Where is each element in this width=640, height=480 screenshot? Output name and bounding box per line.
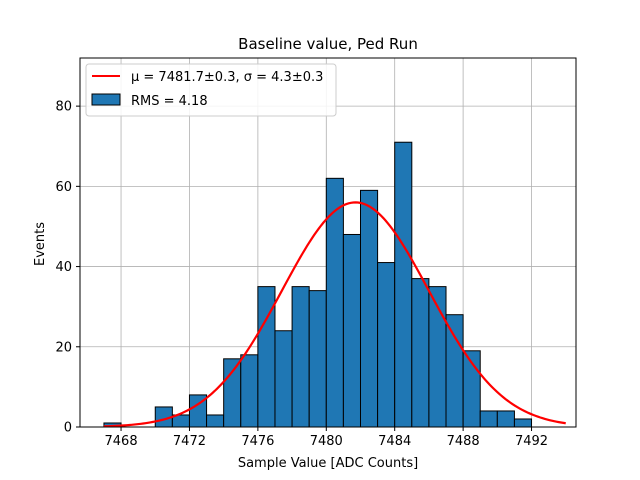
histogram-bar — [342, 233, 361, 428]
x-tick-label: 7476 — [241, 434, 274, 449]
x-tick-label: 7468 — [105, 434, 138, 449]
y-tick-label: 20 — [55, 340, 72, 355]
x-tick-label: 7488 — [447, 434, 480, 449]
histogram-bar — [240, 354, 259, 428]
x-axis-label: Sample Value [ADC Counts] — [238, 456, 418, 471]
histogram-bar — [394, 141, 413, 428]
histogram-bar — [496, 410, 515, 428]
axes-frame — [79, 57, 577, 428]
histogram-bar — [308, 290, 327, 428]
histogram-bar — [411, 278, 430, 428]
x-tick-label: 7472 — [173, 434, 206, 449]
histogram-bar — [223, 358, 242, 428]
y-axis-label: Events — [33, 222, 48, 266]
histogram-bar — [274, 330, 293, 428]
legend-box — [85, 63, 337, 117]
legend-fit-label: μ = 7481.7±0.3, σ = 4.3±0.3 — [131, 70, 323, 85]
y-tick-label: 40 — [55, 260, 72, 275]
histogram-bar — [513, 418, 533, 428]
y-tick-label: 60 — [55, 180, 72, 195]
gaussian-fit — [103, 201, 566, 428]
y-tick-label: 80 — [55, 100, 72, 115]
legend-bar-patch-icon — [91, 93, 121, 106]
histogram-bar — [359, 189, 379, 428]
y-tick-label: 0 — [64, 421, 72, 436]
x-tick-label: 7484 — [378, 434, 411, 449]
histogram-bar — [445, 314, 464, 428]
x-tick-label: 7480 — [310, 434, 343, 449]
legend: μ = 7481.7±0.3, σ = 4.3±0.3 RMS = 4.18 — [85, 63, 337, 117]
chart-title: Baseline value, Ped Run — [238, 35, 418, 53]
histogram-bar — [377, 262, 396, 428]
fit-curve — [103, 201, 566, 428]
x-tick-label: 7492 — [515, 434, 548, 449]
histogram-bar — [206, 414, 225, 428]
histogram-bars — [103, 141, 533, 428]
axis-ticks: 7468 7472 7476 7480 7484 7488 7492 0 20 40 60 80 — [55, 100, 548, 449]
legend-rms-label: RMS = 4.18 — [131, 94, 208, 109]
histogram-bar — [291, 286, 310, 428]
histogram-bar — [479, 410, 498, 428]
